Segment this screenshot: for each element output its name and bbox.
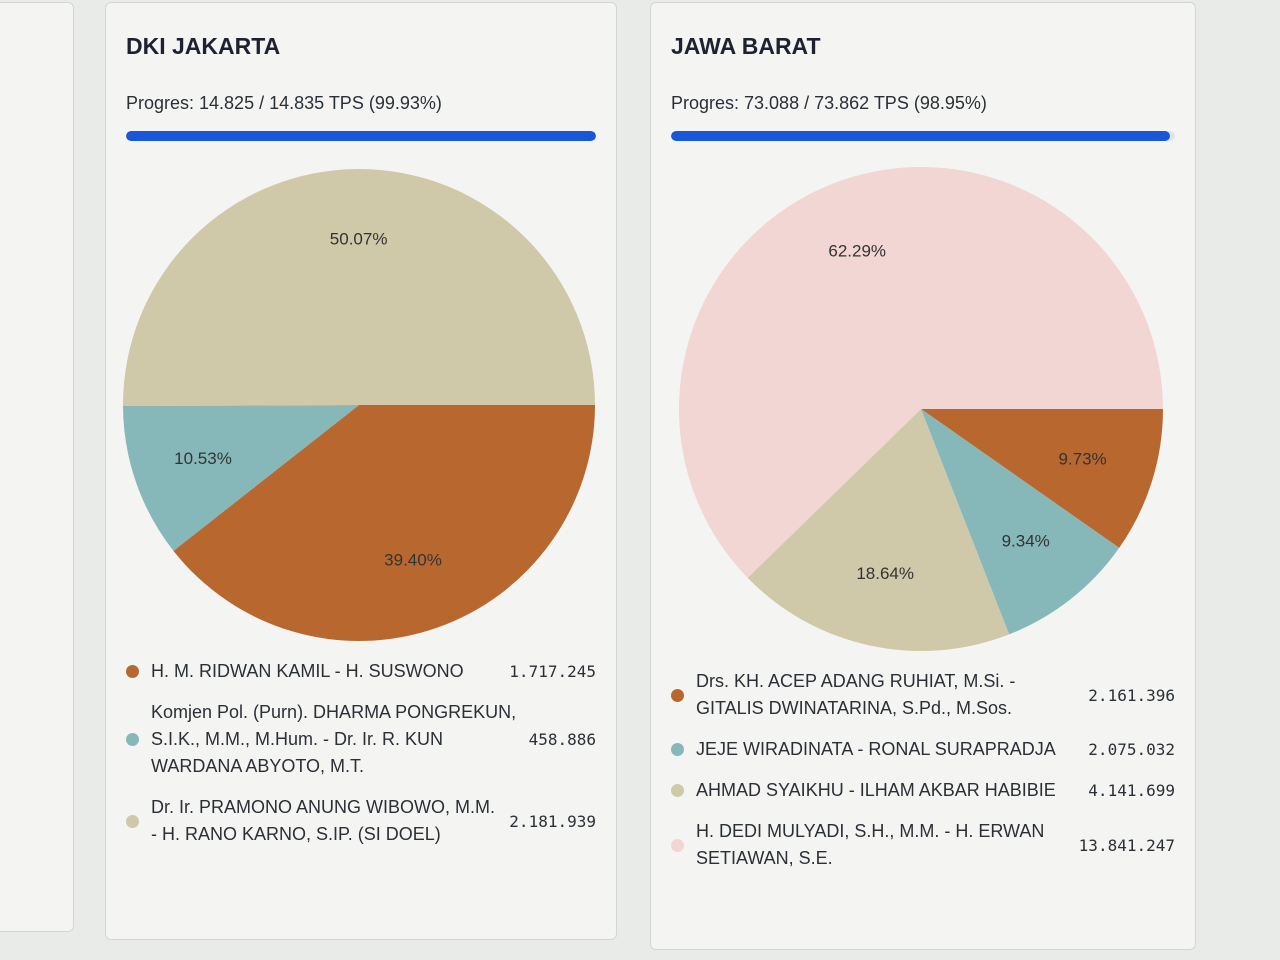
partial-card — [0, 2, 74, 932]
progress-bar — [671, 131, 1170, 141]
pie-slice — [173, 405, 596, 641]
card: JAWA BARAT Progres: 73.088 / 73.862 TPS (… — [650, 2, 1196, 950]
legend-item: H. M. RIDWAN KAMIL - H. SUSWONO 1.717.245 — [126, 658, 596, 685]
legend-name: Drs. KH. ACEP ADANG RUHIAT, M.Si. - GITA… — [696, 671, 1016, 718]
slice-label: 62.29% — [828, 242, 886, 261]
slice-label: 9.73% — [1058, 449, 1106, 468]
slice-label: 10.53% — [174, 449, 232, 468]
legend-votes: 1.717.245 — [509, 662, 596, 681]
progress-text: Progres: 14.825 / 14.835 TPS (99.93%) — [126, 93, 442, 113]
legend-marker — [671, 688, 684, 702]
legend-item: Dr. Ir. PRAMONO ANUNG WIBOWO, M.M. - H. … — [126, 794, 596, 848]
pie-slice — [123, 405, 359, 551]
pie-slice — [921, 409, 1120, 635]
legend-marker — [671, 743, 684, 756]
pie-slice — [747, 409, 1010, 651]
pie-chart: 39.40% 10.53% 50.07% — [122, 168, 596, 641]
legend-item: Komjen Pol. (Purn). DHARMA PONGREKUN, S.… — [126, 699, 596, 780]
progress-bar — [126, 131, 596, 141]
legend-votes: 2.161.396 — [1088, 685, 1175, 705]
legend-name: Dr. Ir. PRAMONO ANUNG WIBOWO, M.M. - H. … — [151, 797, 496, 844]
legend-marker — [126, 733, 139, 746]
legend: Drs. KH. ACEP ADANG RUHIAT, M.Si. - GITA… — [671, 668, 1175, 886]
legend-item: Drs. KH. ACEP ADANG RUHIAT, M.Si. - GITA… — [671, 668, 1175, 722]
progress-track — [126, 131, 596, 141]
legend-item: JEJE WIRADINATA - RONAL SURAPRADJA 2.075.… — [671, 736, 1175, 763]
legend-marker — [126, 665, 139, 678]
pie-slice — [921, 409, 1163, 548]
legend-votes: 13.841.247 — [1078, 835, 1175, 855]
legend-votes: 4.141.699 — [1088, 781, 1175, 800]
card-title: DKI JAKARTA — [126, 33, 281, 59]
progress-text: Progres: 73.088 / 73.862 TPS (98.95%) — [671, 93, 987, 113]
legend-marker — [126, 814, 139, 828]
legend-name: H. DEDI MULYADI, S.H., M.M. - H. ERWAN S… — [696, 821, 1045, 868]
card-title: JAWA BARAT — [671, 33, 821, 59]
legend-name: H. M. RIDWAN KAMIL - H. SUSWONO — [151, 661, 464, 681]
legend-item: H. DEDI MULYADI, S.H., M.M. - H. ERWAN S… — [671, 818, 1175, 872]
legend-votes: 458.886 — [528, 730, 596, 749]
legend-name: AHMAD SYAIKHU - ILHAM AKBAR HABIBIE — [696, 780, 1056, 800]
legend-item: AHMAD SYAIKHU - ILHAM AKBAR HABIBIE 4.141… — [671, 777, 1175, 804]
progress-track — [671, 131, 1175, 141]
legend-name: JEJE WIRADINATA - RONAL SURAPRADJA — [696, 739, 1056, 759]
legend-marker — [671, 838, 684, 852]
legend-votes: 2.181.939 — [509, 811, 596, 831]
pie-slice — [122, 168, 595, 407]
pie-chart: 9.73% 9.34% 18.64% 62.29% — [678, 166, 1163, 651]
legend-marker — [671, 784, 684, 797]
slice-label: 50.07% — [330, 229, 388, 248]
pie-slice — [678, 166, 1163, 578]
slice-label: 9.34% — [1002, 532, 1050, 551]
legend: H. M. RIDWAN KAMIL - H. SUSWONO 1.717.245… — [126, 658, 596, 862]
legend-votes: 2.075.032 — [1088, 740, 1175, 759]
slice-label: 18.64% — [856, 564, 914, 583]
legend-name: Komjen Pol. (Purn). DHARMA PONGREKUN, S.… — [151, 702, 517, 776]
slice-label: 39.40% — [384, 551, 442, 570]
card: DKI JAKARTA Progres: 14.825 / 14.835 TPS … — [105, 2, 617, 940]
